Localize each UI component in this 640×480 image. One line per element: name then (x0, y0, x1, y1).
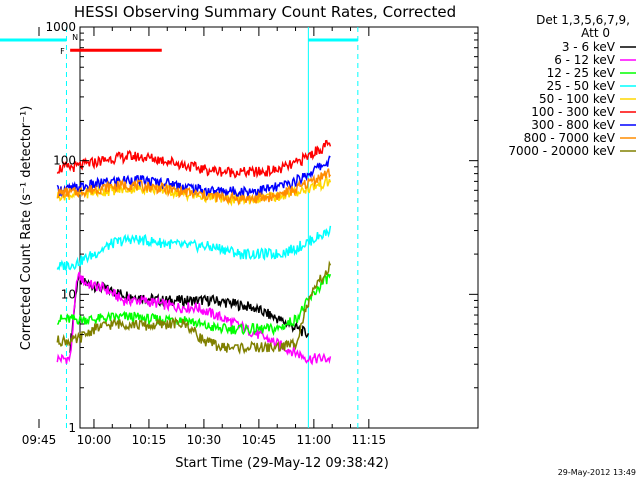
x-tick-label: 10:00 (77, 433, 112, 447)
y-tick-label: 1 (68, 421, 76, 435)
x-tick-label: 10:15 (132, 433, 167, 447)
y-tick-label: 100 (53, 154, 76, 168)
legend-header-attenuator: Att 0 (581, 26, 610, 40)
series-line (56, 175, 332, 207)
y-axis: 1 10 100 1000 (45, 20, 478, 435)
x-tick-label: 11:00 (297, 433, 332, 447)
y-axis-label: Corrected Count Rate (s⁻¹ detector⁻¹) (19, 106, 34, 351)
legend-label: 6 - 12 keV (554, 53, 616, 67)
status-bar-label: N (72, 33, 78, 42)
series-line (56, 260, 332, 355)
series-line (56, 225, 332, 271)
legend-label: 3 - 6 keV (562, 40, 616, 54)
y-tick-label: 1000 (45, 20, 76, 34)
x-tick-label: 10:45 (242, 433, 277, 447)
series-line (56, 272, 332, 337)
x-axis: 09:45 10:00 10:15 10:30 10:45 11:00 11:15 (22, 27, 386, 447)
plot-area (56, 27, 359, 428)
x-tick-label: 11:15 (352, 433, 387, 447)
y-tick-label: 10 (61, 287, 76, 301)
legend-label: 50 - 100 keV (539, 92, 616, 106)
chart-title: HESSI Observing Summary Count Rates, Cor… (74, 3, 456, 21)
legend-label: 300 - 800 keV (531, 118, 615, 132)
legend-label: 100 - 300 keV (531, 105, 615, 119)
series-line (57, 168, 332, 206)
status-bars: NF (0, 33, 358, 56)
status-bar-label: F (60, 47, 65, 56)
series-line (56, 139, 332, 179)
x-axis-label: Start Time (29-May-12 09:38:42) (175, 456, 389, 471)
legend-label: 12 - 25 keV (547, 66, 616, 80)
legend-label: 7000 - 20000 keV (508, 144, 615, 158)
legend-label: 25 - 50 keV (547, 79, 616, 93)
plot-frame (79, 26, 479, 429)
legend-label: 800 - 7000 keV (524, 131, 616, 145)
footer-date: 29-May-2012 13:49 (558, 468, 636, 477)
x-tick-label: 09:45 (22, 433, 57, 447)
legend-header-detectors: Det 1,3,5,6,7,9, (536, 13, 630, 27)
x-tick-label: 10:30 (187, 433, 222, 447)
